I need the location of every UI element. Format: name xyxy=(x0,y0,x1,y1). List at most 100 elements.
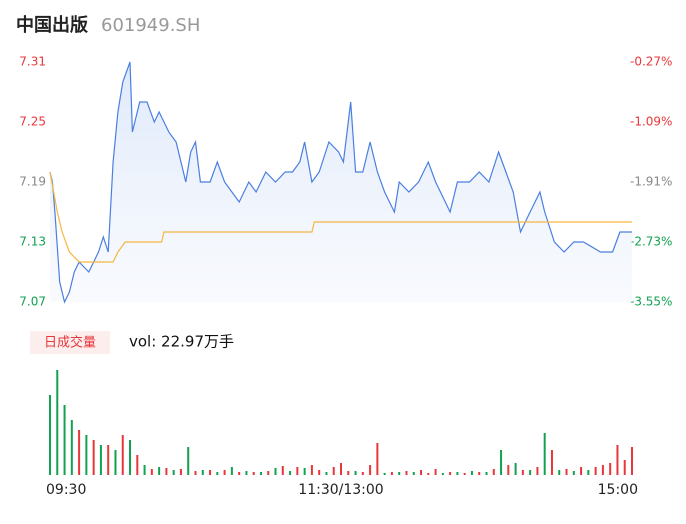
volume-bar xyxy=(463,473,466,475)
volume-bar xyxy=(121,435,124,475)
y-tick-label: 7.19 xyxy=(19,175,46,189)
volume-bar xyxy=(550,450,553,475)
volume-bar xyxy=(63,405,66,475)
volume-bar xyxy=(529,470,532,475)
volume-bar xyxy=(281,466,284,475)
volume-bar xyxy=(216,472,219,475)
volume-bar xyxy=(78,430,81,475)
volume-bar xyxy=(558,470,561,475)
volume-bar xyxy=(289,471,292,475)
y2-tick-label: -0.27% xyxy=(630,55,672,69)
volume-bar xyxy=(449,472,452,475)
volume-bar xyxy=(398,472,401,475)
volume-bar xyxy=(201,470,204,475)
volume-bar xyxy=(165,468,168,475)
volume-bar xyxy=(259,472,262,475)
volume-bar xyxy=(245,471,248,475)
volume-bar xyxy=(405,471,408,475)
volume-bar xyxy=(580,467,583,475)
price-line xyxy=(49,61,632,304)
volume-bar xyxy=(565,469,568,475)
volume-bar xyxy=(85,435,88,475)
volume-bar xyxy=(543,433,546,475)
volume-bar xyxy=(49,395,51,475)
y-tick-label: 7.31 xyxy=(19,55,46,69)
volume-bar xyxy=(310,465,313,475)
volume-bar xyxy=(340,463,342,475)
volume-bar xyxy=(572,471,575,475)
volume-bar xyxy=(500,450,503,475)
legend-badge xyxy=(30,331,110,354)
y2-tick-label: -1.09% xyxy=(630,115,672,129)
x-tick-label: 09:30 xyxy=(46,482,86,498)
volume-bar xyxy=(434,469,437,475)
volume-bar xyxy=(143,465,146,475)
x-tick-label: 15:00 xyxy=(598,482,638,498)
volume-bar xyxy=(99,445,102,475)
volume-bar xyxy=(267,471,270,475)
volume-bar xyxy=(609,463,612,475)
volume-bar xyxy=(325,472,328,475)
volume-bar xyxy=(390,472,393,475)
volume-bar xyxy=(209,470,212,475)
volume-bar xyxy=(296,467,299,475)
volume-bar xyxy=(601,465,604,475)
volume-bar xyxy=(383,473,386,475)
volume-bar xyxy=(354,471,357,475)
volume-bar xyxy=(478,472,481,475)
volume-bar xyxy=(303,468,306,475)
x-tick-label: 11:30/13:00 xyxy=(298,482,383,498)
volume-bar xyxy=(347,471,350,475)
volume-bar xyxy=(252,472,255,475)
volume-bar xyxy=(587,470,590,475)
volume-bar xyxy=(150,469,153,475)
volume-bar xyxy=(129,440,132,475)
volume-bar xyxy=(594,467,597,475)
y2-tick-label: -3.55% xyxy=(630,295,672,309)
y-tick-label: 7.25 xyxy=(19,115,46,129)
volume-bar xyxy=(361,472,364,475)
volume-bar xyxy=(230,467,233,475)
volume-bar xyxy=(514,463,517,475)
volume-bar xyxy=(369,465,372,475)
volume-bar xyxy=(238,472,241,475)
volume-bar xyxy=(456,472,459,475)
volume-bar xyxy=(274,468,277,475)
volume-bar xyxy=(470,471,473,475)
stock-code: 601949.SH xyxy=(101,15,200,36)
volume-bar xyxy=(318,470,321,475)
volume-bar xyxy=(485,472,488,475)
average-line xyxy=(49,171,632,263)
volume-bar xyxy=(107,445,110,475)
volume-bar xyxy=(92,440,95,475)
y-tick-label: 7.07 xyxy=(19,295,46,309)
volume-bar xyxy=(70,420,73,475)
volume-bar xyxy=(616,445,619,475)
volume-bar xyxy=(507,465,510,475)
volume-bar xyxy=(412,472,415,475)
volume-bar xyxy=(623,460,626,475)
volume-bar xyxy=(521,470,524,475)
volume-bar xyxy=(420,470,423,475)
volume-legend: 日成交量 xyxy=(44,335,96,351)
y2-tick-label: -2.73% xyxy=(630,235,672,249)
volume-bar xyxy=(223,470,226,475)
volume-bar xyxy=(427,473,430,475)
price-area xyxy=(50,62,632,302)
volume-bar xyxy=(376,443,379,475)
volume-bar xyxy=(441,473,444,475)
stock-name: 中国出版 xyxy=(16,14,88,36)
volume-bar xyxy=(536,467,539,475)
volume-bar xyxy=(187,447,190,475)
volume-bar xyxy=(194,471,197,475)
volume-bar xyxy=(56,370,59,475)
y2-tick-label: -1.91% xyxy=(630,175,672,189)
volume-bar xyxy=(631,447,633,475)
y-tick-label: 7.13 xyxy=(19,235,46,249)
volume-bar xyxy=(136,455,139,475)
volume-bar xyxy=(114,450,117,475)
volume-bar xyxy=(332,467,335,475)
volume-bar xyxy=(179,469,182,475)
volume-bar xyxy=(172,470,175,475)
